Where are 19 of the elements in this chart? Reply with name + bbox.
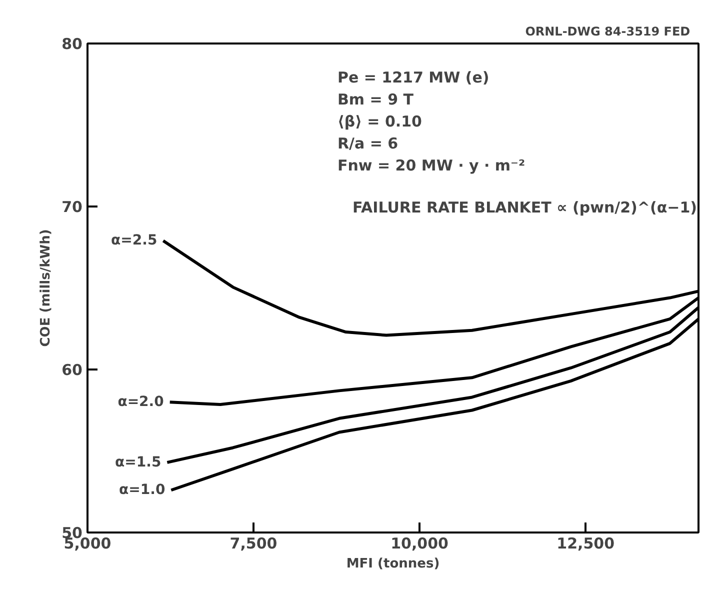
chart-title: ORNL-DWG 84-3519 FED (525, 24, 690, 38)
series-label: α=2.5 (111, 232, 158, 249)
series-label: α=1.5 (115, 454, 162, 470)
annotation: Bm = 9 T (338, 90, 414, 108)
series-label: α=1.0 (119, 482, 166, 498)
annotation: ⟨β⟩ = 0.10 (338, 112, 422, 130)
y-tick-label: 80 (62, 35, 82, 53)
x-tick-label: 10,000 (390, 534, 449, 552)
annotation: Pe = 1217 MW (e) (338, 68, 490, 86)
annotation: R/a = 6 (338, 134, 398, 152)
y-tick-label: 60 (62, 361, 82, 379)
annotation: FAILURE RATE BLANKET ∝ (pwn/2)^(α−1) (352, 198, 698, 216)
x-axis-title: MFI (tonnes) (346, 556, 440, 572)
y-tick-label: 70 (62, 198, 82, 216)
x-tick-label: 12,500 (556, 534, 615, 552)
y-axis-title: COE (mills/kWh) (38, 229, 54, 347)
series-label: α=2.0 (118, 394, 164, 410)
x-tick-label: 7,500 (230, 534, 278, 552)
annotation: Fnw = 20 MW · y · m⁻² (338, 156, 526, 174)
